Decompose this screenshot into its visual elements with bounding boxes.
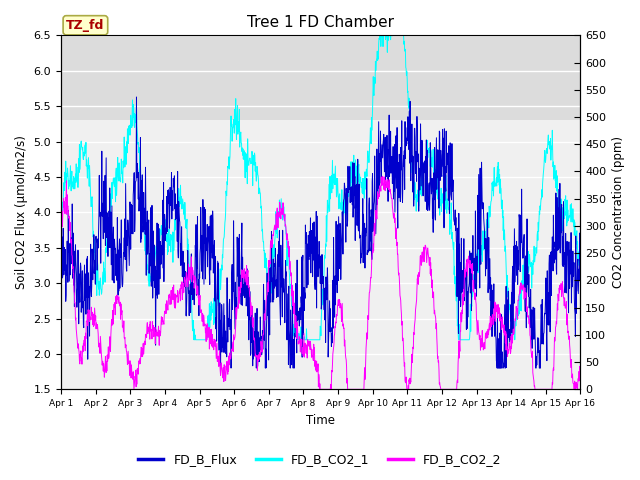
Y-axis label: CO2 Concentration (ppm): CO2 Concentration (ppm): [612, 136, 625, 288]
Text: TZ_fd: TZ_fd: [66, 19, 104, 32]
Y-axis label: Soil CO2 Flux (μmol/m2/s): Soil CO2 Flux (μmol/m2/s): [15, 135, 28, 289]
Bar: [61, 36, 580, 120]
Legend: FD_B_Flux, FD_B_CO2_1, FD_B_CO2_2: FD_B_Flux, FD_B_CO2_1, FD_B_CO2_2: [133, 448, 507, 471]
X-axis label: Time: Time: [307, 414, 335, 427]
Title: Tree 1 FD Chamber: Tree 1 FD Chamber: [247, 15, 394, 30]
